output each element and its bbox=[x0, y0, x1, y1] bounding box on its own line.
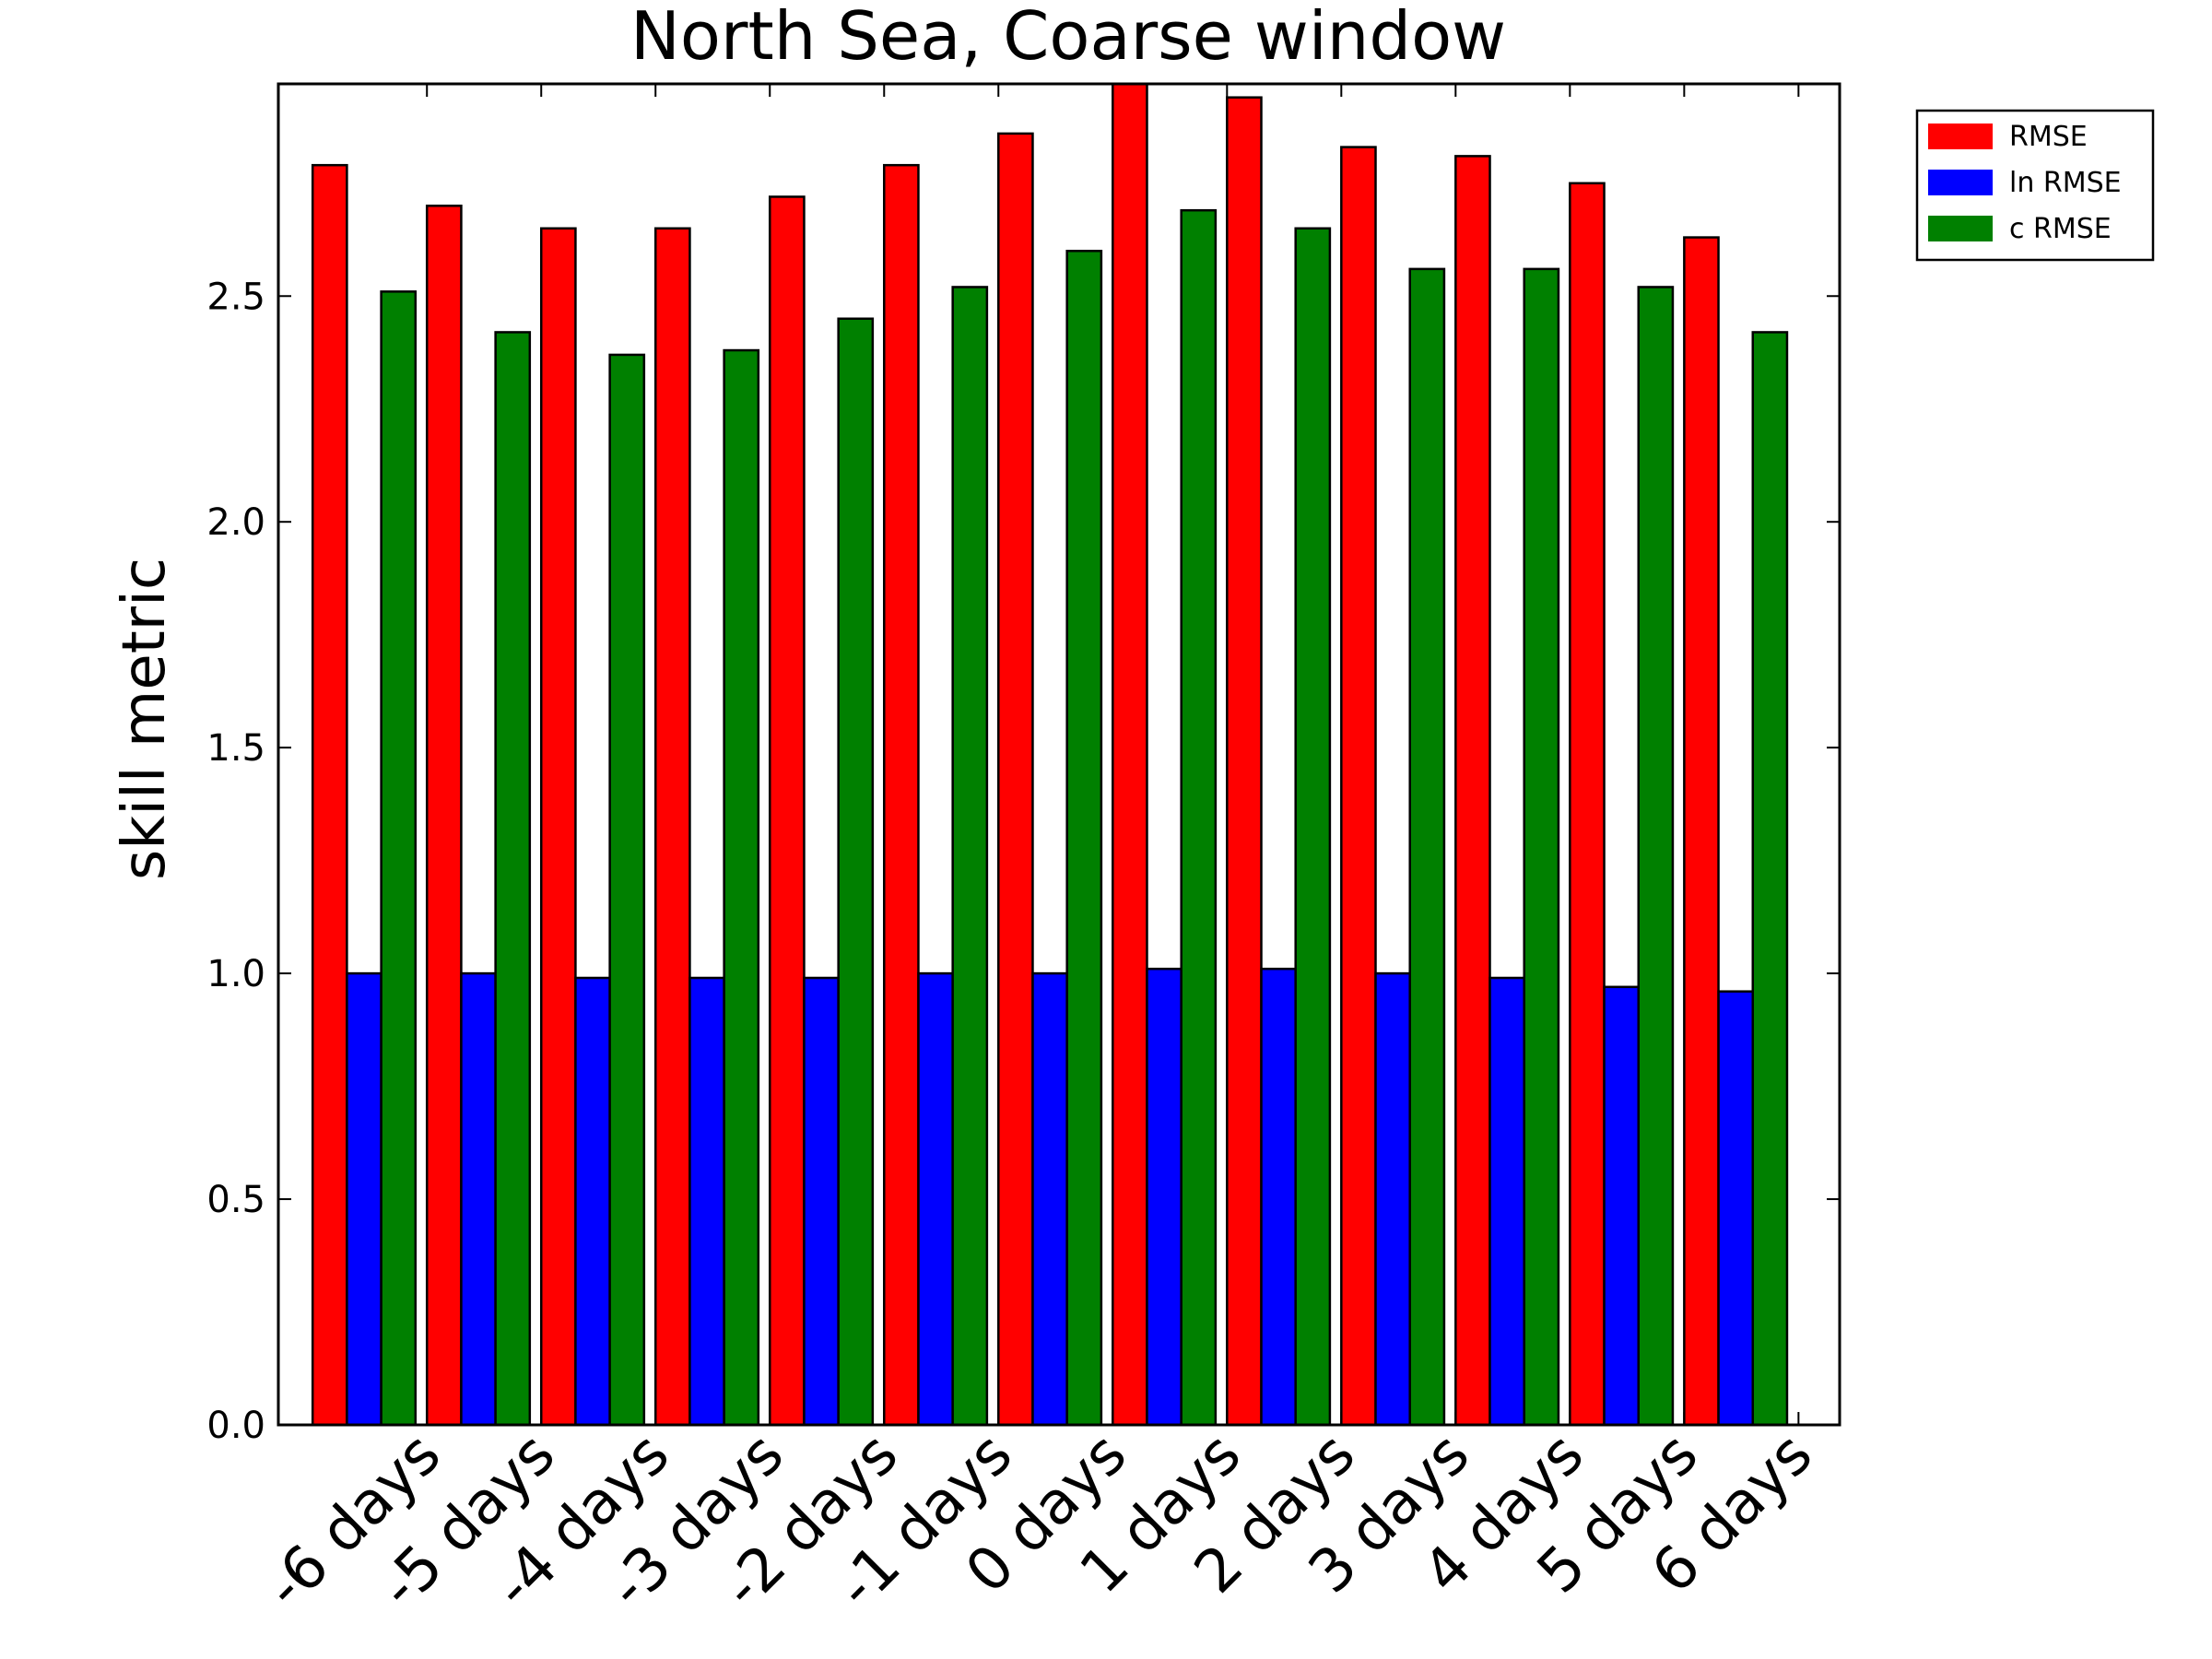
bar-rmse-1-days bbox=[883, 163, 920, 1427]
legend-swatch-rmse bbox=[1928, 124, 1993, 149]
bar-rmse-3-days bbox=[1340, 146, 1377, 1427]
bar-ln-rmse-4-days bbox=[574, 976, 611, 1427]
bar-c-rmse-2-days bbox=[837, 317, 875, 1427]
bar-rmse-6-days bbox=[311, 163, 348, 1427]
bar-ln-rmse-6-days bbox=[346, 971, 382, 1427]
y-tick-label: 2.5 bbox=[206, 276, 265, 318]
bar-c-rmse-4-days bbox=[608, 353, 646, 1427]
bar-rmse-0-days bbox=[997, 132, 1034, 1427]
y-axis-label: skill metric bbox=[111, 558, 179, 880]
bar-ln-rmse-5-days bbox=[1603, 985, 1640, 1427]
bar-rmse-6-days bbox=[1683, 236, 1720, 1427]
y-tick-label: 1.5 bbox=[206, 727, 265, 770]
bar-rmse-5-days bbox=[1569, 182, 1606, 1427]
bar-ln-rmse-2-days bbox=[1260, 967, 1297, 1427]
bar-rmse-1-days bbox=[1112, 82, 1148, 1427]
bar-rmse-3-days bbox=[653, 227, 691, 1427]
bar-rmse-2-days bbox=[1226, 96, 1263, 1427]
bar-ln-rmse-1-days bbox=[917, 971, 954, 1427]
bar-rmse-5-days bbox=[425, 205, 463, 1427]
bar-rmse-4-days bbox=[1454, 155, 1491, 1427]
bar-c-rmse-1-days bbox=[951, 286, 989, 1427]
bar-c-rmse-5-days bbox=[1637, 286, 1675, 1427]
bar-c-rmse-2-days bbox=[1294, 227, 1332, 1427]
bar-rmse-4-days bbox=[539, 227, 577, 1427]
bar-ln-rmse-4-days bbox=[1488, 976, 1525, 1427]
bar-c-rmse-3-days bbox=[1408, 267, 1446, 1427]
bar-ln-rmse-6-days bbox=[1717, 990, 1755, 1427]
y-tick-label: 0.5 bbox=[206, 1179, 265, 1221]
bars-group bbox=[311, 82, 1789, 1427]
bar-ln-rmse-3-days bbox=[688, 976, 725, 1427]
y-tick-label: 1.0 bbox=[206, 953, 265, 995]
bar-c-rmse-1-days bbox=[1180, 208, 1218, 1427]
bar-c-rmse-4-days bbox=[1523, 267, 1560, 1427]
bar-ln-rmse-3-days bbox=[1374, 971, 1411, 1427]
legend-label-c-rmse: c RMSE bbox=[2009, 213, 2112, 245]
bar-c-rmse-5-days bbox=[494, 331, 532, 1427]
y-tick-label: 0.0 bbox=[206, 1405, 265, 1447]
bar-ln-rmse-1-days bbox=[1146, 967, 1182, 1427]
legend-swatch-c-rmse bbox=[1928, 216, 1993, 241]
bar-c-rmse-0-days bbox=[1065, 250, 1103, 1427]
bar-c-rmse-6-days bbox=[380, 290, 418, 1427]
bar-c-rmse-6-days bbox=[1751, 331, 1789, 1427]
y-ticks-group: 0.0 0.5 1.0 1.5 2.0 2.5 bbox=[206, 276, 1840, 1447]
legend-label-ln-rmse: ln RMSE bbox=[2009, 167, 2122, 199]
bar-ln-rmse-0-days bbox=[1031, 971, 1068, 1427]
legend-swatch-ln-rmse bbox=[1928, 170, 1993, 195]
bar-ln-rmse-2-days bbox=[803, 976, 840, 1427]
y-tick-label: 2.0 bbox=[206, 501, 265, 544]
legend-label-rmse: RMSE bbox=[2009, 121, 2088, 153]
bar-c-rmse-3-days bbox=[723, 348, 760, 1427]
bar-rmse-2-days bbox=[769, 195, 806, 1427]
plot-frame bbox=[276, 82, 1841, 1427]
chart-title: North Sea, Coarse window bbox=[630, 0, 1506, 75]
bar-ln-rmse-5-days bbox=[460, 971, 497, 1427]
legend: RMSE ln RMSE c RMSE bbox=[1915, 109, 2155, 262]
